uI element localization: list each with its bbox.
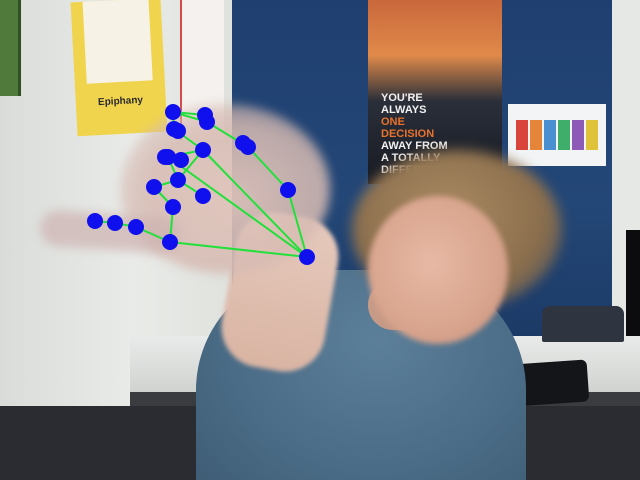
landmark-connection bbox=[169, 241, 308, 258]
info-strip bbox=[558, 120, 570, 150]
info-strip bbox=[530, 120, 542, 150]
landmark-point bbox=[128, 219, 144, 235]
landmark-point bbox=[162, 234, 178, 250]
landmark-point bbox=[165, 199, 181, 215]
landmark-point bbox=[197, 107, 213, 123]
landmark-connection bbox=[202, 149, 308, 258]
monitor bbox=[626, 230, 640, 350]
landmark-point bbox=[280, 182, 296, 198]
landmark-point bbox=[170, 172, 186, 188]
landmark-point bbox=[87, 213, 103, 229]
landmark-point bbox=[107, 215, 123, 231]
landmark-point bbox=[157, 149, 173, 165]
landmark-point bbox=[299, 249, 315, 265]
poster-line: DECISION bbox=[381, 128, 435, 140]
info-sheet bbox=[508, 104, 606, 166]
face bbox=[368, 196, 508, 344]
poster-line: YOU'RE bbox=[381, 92, 423, 104]
landmark-point bbox=[195, 188, 211, 204]
poster-line: ONE bbox=[381, 116, 405, 128]
info-strip bbox=[516, 120, 528, 150]
landmark-point bbox=[235, 135, 251, 151]
landmark-point bbox=[173, 152, 189, 168]
landmark-connection bbox=[247, 146, 289, 191]
landmark-connection bbox=[167, 156, 308, 258]
landmark-point bbox=[195, 142, 211, 158]
info-strip bbox=[572, 120, 584, 150]
landmark-point bbox=[165, 104, 181, 120]
landmark-point bbox=[170, 123, 186, 139]
info-strip bbox=[586, 120, 598, 150]
poster-line: AWAY FROM bbox=[381, 140, 448, 152]
poster-line: ALWAYS bbox=[381, 104, 427, 116]
chair bbox=[542, 306, 624, 342]
landmark-point bbox=[146, 179, 162, 195]
green-board bbox=[0, 0, 21, 96]
landmark-connection bbox=[287, 189, 308, 258]
info-strip bbox=[544, 120, 556, 150]
